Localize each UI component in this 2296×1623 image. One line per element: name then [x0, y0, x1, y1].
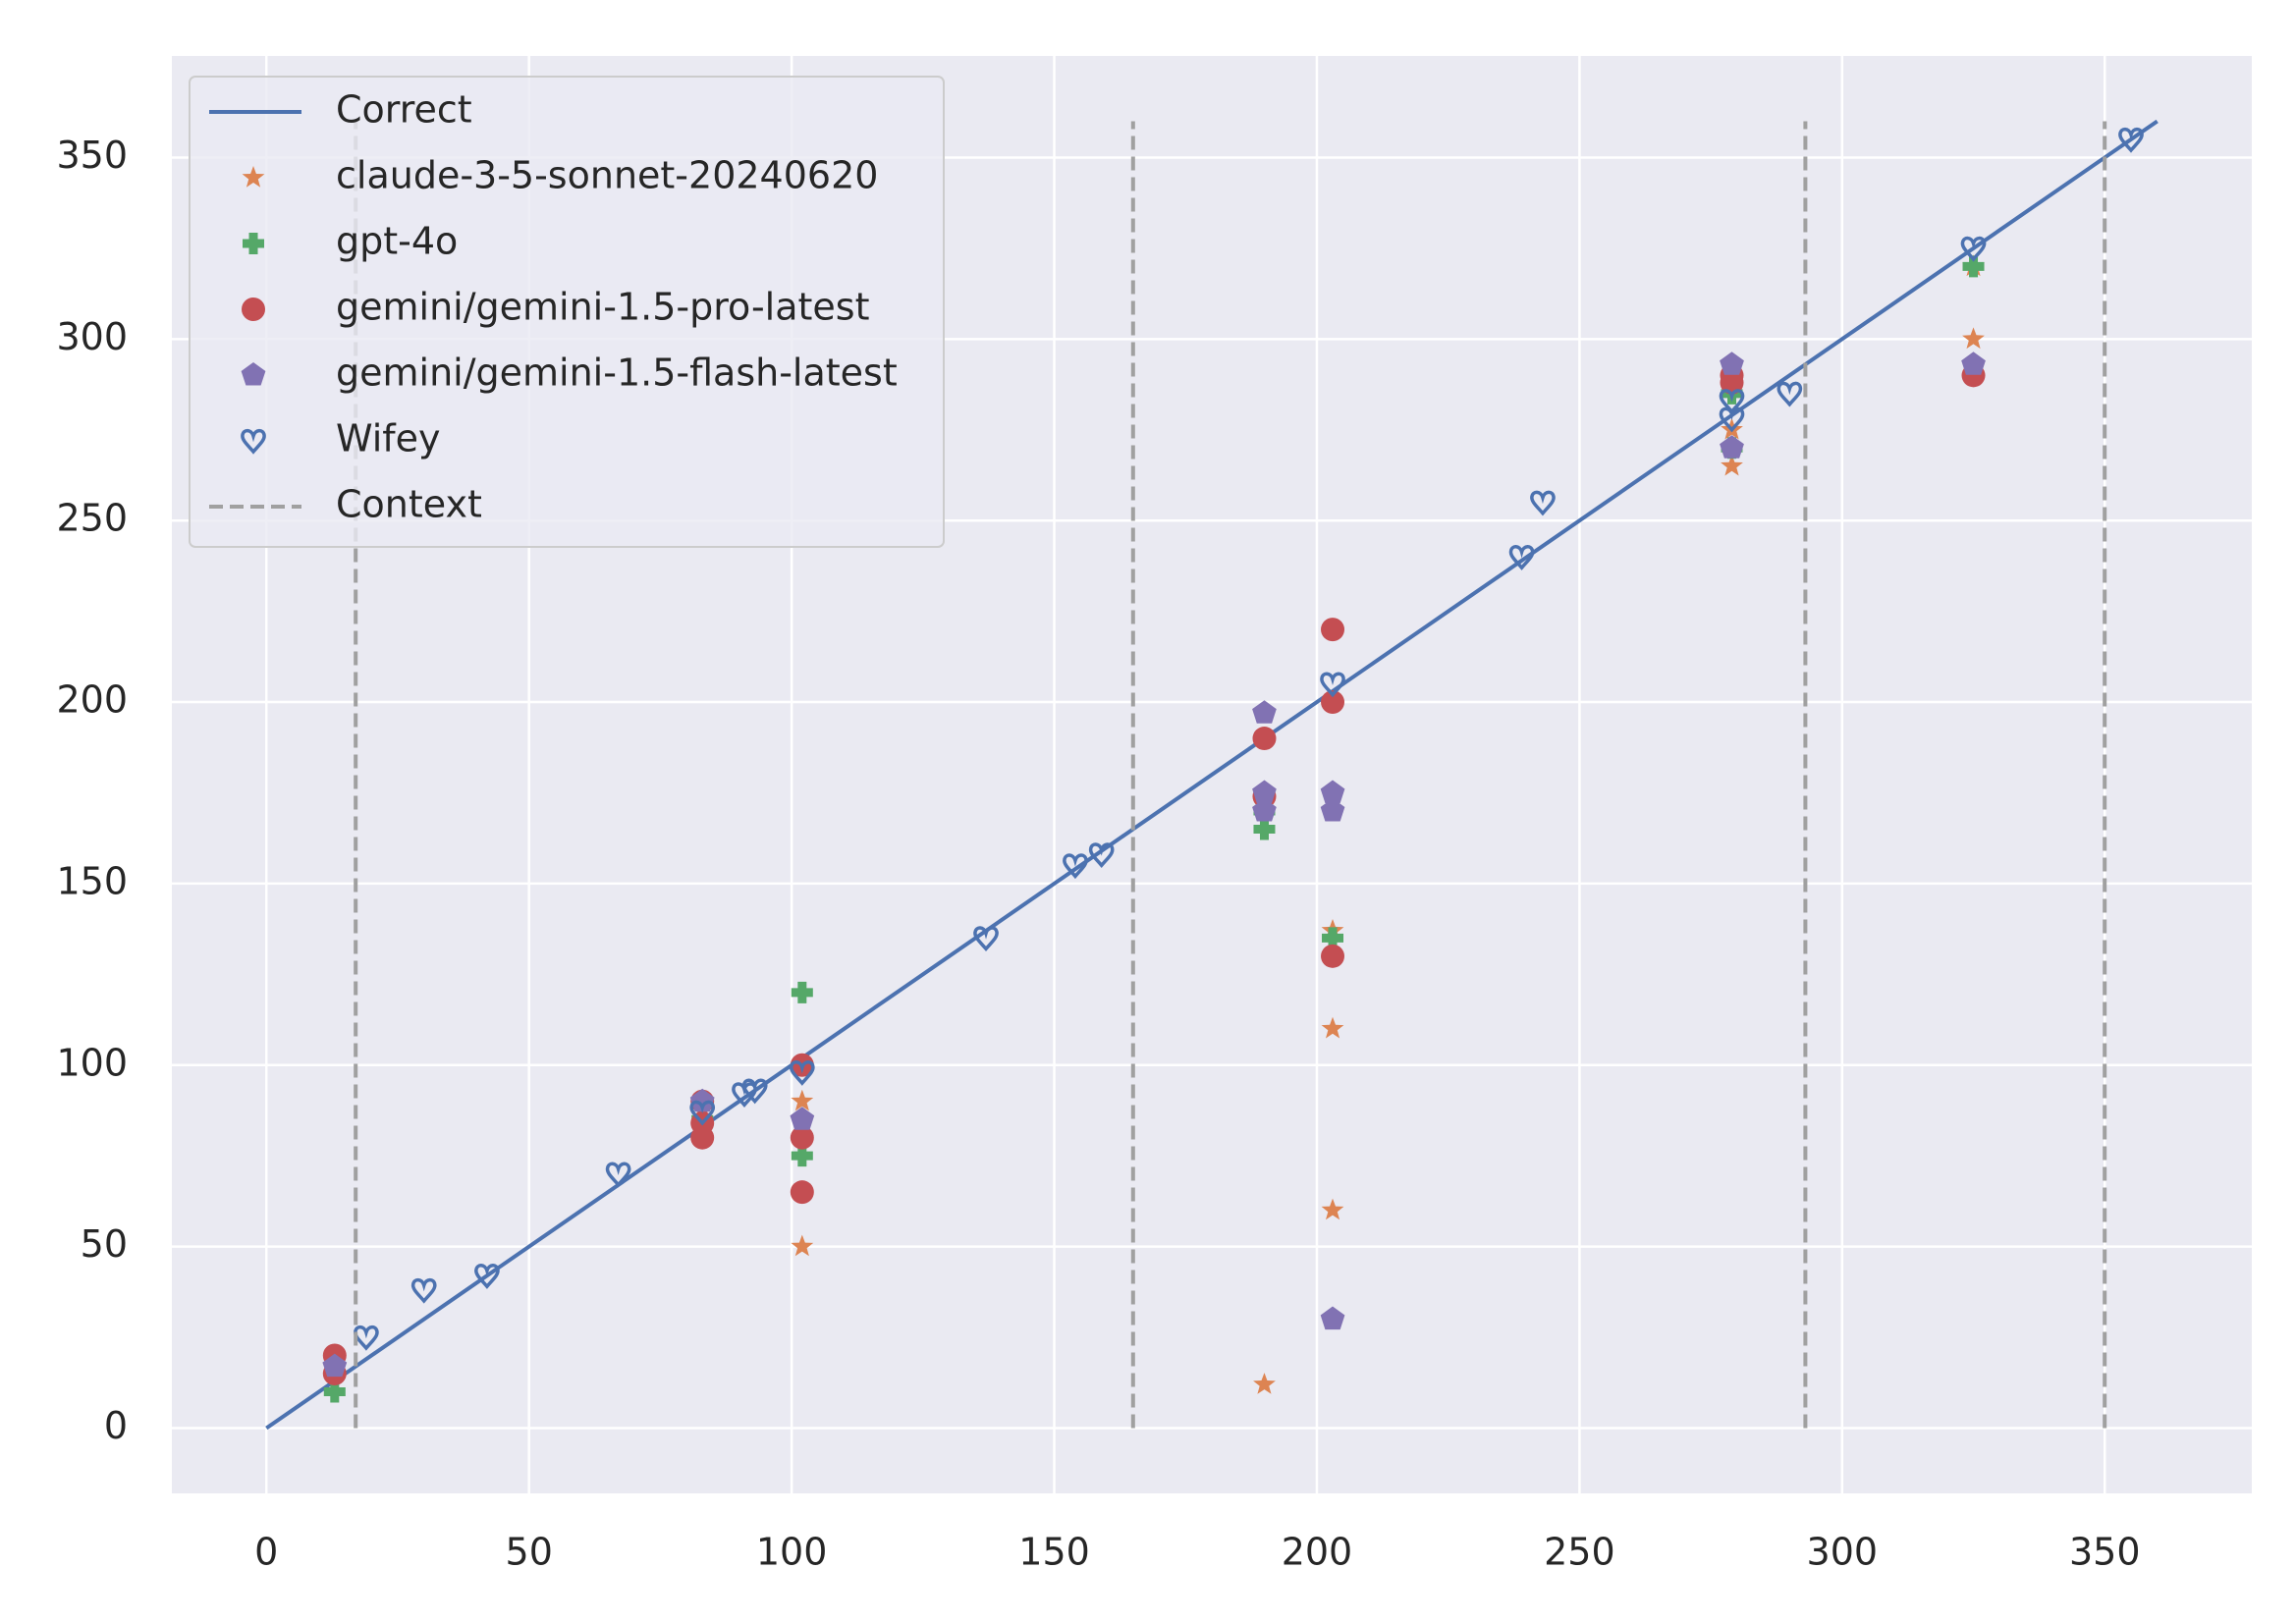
y-tick-label: 200 — [56, 678, 128, 722]
y-tick-label: 300 — [56, 315, 128, 358]
star-marker — [1253, 1373, 1276, 1394]
pentagon-marker — [241, 362, 266, 386]
marks — [265, 119, 2159, 1431]
heart-marker — [741, 1078, 768, 1105]
plus-marker — [791, 1145, 813, 1167]
pentagon-marker — [1720, 352, 1744, 375]
heart-marker — [1508, 545, 1535, 570]
star-marker — [1962, 327, 1985, 350]
circle-marker — [790, 1125, 814, 1150]
legend-label: claude-3-5-sonnet-20240620 — [336, 154, 878, 197]
circle-marker — [1321, 618, 1345, 642]
pentagon-marker — [1320, 798, 1345, 822]
heart-marker — [1777, 381, 1803, 407]
circle-marker — [1321, 690, 1345, 715]
series-line — [265, 119, 2159, 1431]
plus-marker — [1253, 818, 1276, 840]
legend-box — [189, 76, 945, 548]
circle-marker — [1252, 727, 1277, 751]
legend-label: gemini/gemini-1.5-flash-latest — [336, 352, 898, 395]
pentagon-marker — [1252, 780, 1277, 803]
y-tick-label: 150 — [56, 859, 128, 902]
y-tick-label: 0 — [104, 1404, 128, 1447]
plus-marker — [243, 233, 264, 254]
pentagon-marker — [1320, 1306, 1345, 1330]
heart-marker — [689, 1100, 716, 1126]
heart-marker — [1719, 406, 1745, 433]
heart-marker — [605, 1162, 631, 1188]
star-marker — [1721, 454, 1743, 476]
heart-marker — [1320, 672, 1345, 698]
legend-label: Wifey — [336, 417, 441, 460]
heart-marker — [1063, 853, 1088, 880]
heart-marker — [410, 1277, 437, 1304]
legend-label: gemini/gemini-1.5-pro-latest — [336, 286, 870, 329]
x-tick-label: 0 — [254, 1531, 278, 1574]
y-tick-label: 350 — [56, 134, 128, 177]
heart-marker — [1719, 389, 1745, 414]
x-tick-label: 250 — [1544, 1531, 1615, 1574]
x-tick-label: 200 — [1282, 1531, 1353, 1574]
star-marker — [1321, 1016, 1344, 1039]
legend: Correct claude-3-5-sonnet-20240620 gpt-4o g… — [189, 76, 945, 548]
plus-marker — [1962, 255, 1985, 278]
pentagon-marker — [790, 1107, 815, 1130]
star-marker — [791, 1089, 814, 1111]
x-tick-label: 50 — [506, 1531, 553, 1574]
pentagon-marker — [1961, 352, 1986, 375]
pentagon-marker — [1252, 700, 1277, 724]
star-marker — [791, 1234, 814, 1257]
legend-label: Context — [336, 483, 482, 526]
heart-marker — [241, 428, 266, 455]
x-tick-label: 350 — [2069, 1531, 2141, 1574]
y-tick-label: 50 — [81, 1222, 128, 1266]
star-marker — [242, 166, 265, 188]
heart-marker — [1530, 490, 1556, 516]
plus-marker — [1322, 927, 1344, 949]
x-tick-label: 300 — [1807, 1531, 1879, 1574]
heart-marker — [2118, 127, 2144, 153]
circle-marker — [1720, 370, 1744, 395]
plus-marker — [323, 1380, 346, 1403]
legend-label: Correct — [336, 88, 472, 132]
pentagon-marker — [1252, 798, 1277, 822]
star-marker — [1321, 1198, 1344, 1220]
plus-marker — [791, 981, 813, 1003]
y-tick-label: 100 — [56, 1041, 128, 1084]
pentagon-marker — [1720, 435, 1744, 459]
heart-marker — [1088, 842, 1115, 869]
circle-marker — [790, 1180, 814, 1205]
circle-marker — [1321, 944, 1345, 968]
circle-marker — [242, 298, 265, 321]
heart-marker — [973, 926, 999, 952]
heart-marker — [474, 1264, 500, 1289]
legend-label: gpt-4o — [336, 220, 458, 263]
heart-marker — [1960, 236, 1987, 262]
heart-marker — [790, 1060, 815, 1086]
x-tick-label: 100 — [756, 1531, 828, 1574]
x-tick-label: 150 — [1018, 1531, 1090, 1574]
pentagon-marker — [689, 1088, 715, 1112]
pentagon-marker — [1320, 780, 1345, 803]
pentagon-marker — [322, 1353, 348, 1378]
y-tick-label: 250 — [56, 497, 128, 540]
